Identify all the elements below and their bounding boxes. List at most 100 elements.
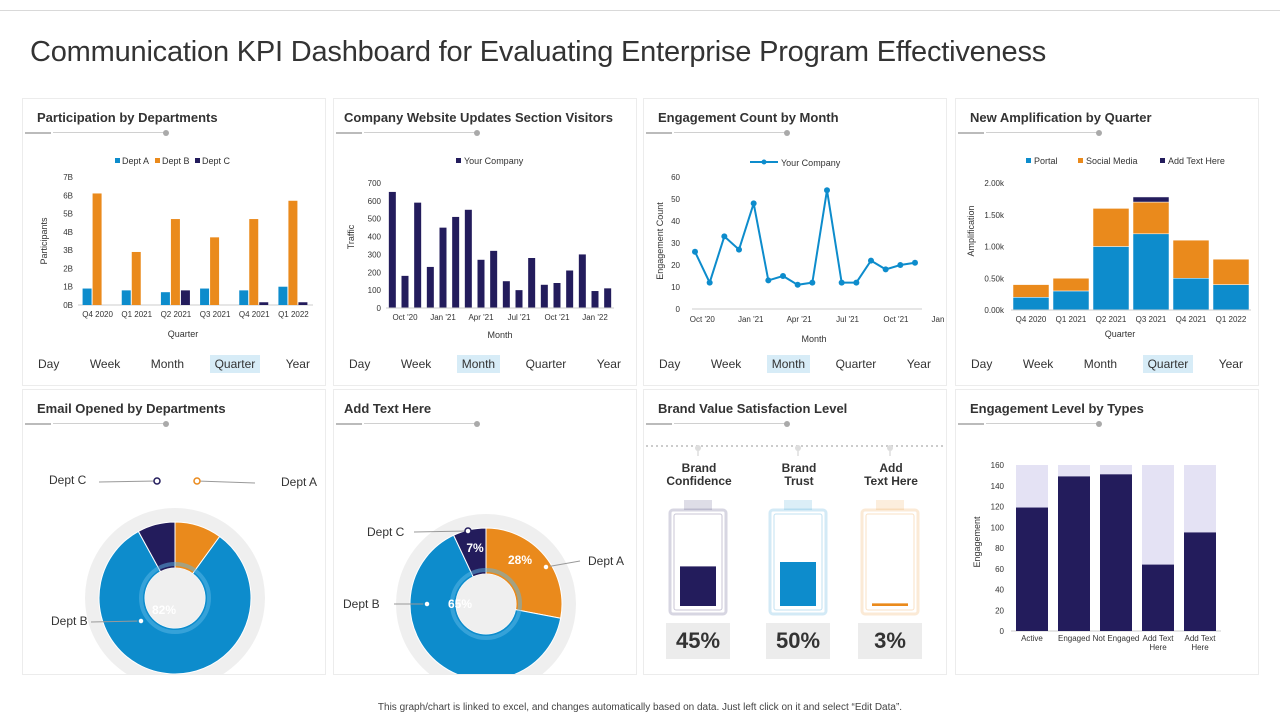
tab-week[interactable]: Week [400,357,432,371]
bar [414,202,422,308]
amplification-chart[interactable]: Portal Social Media Add Text Here 0.00k 0.50… [956,145,1258,345]
data-point [882,266,889,273]
y-tick-label: 0 [1000,627,1005,636]
legend-label: Portal [1034,156,1058,166]
bar [210,237,220,305]
footer-note: This graph/chart is linked to excel, and… [377,702,903,713]
engagement-types-chart[interactable]: 0 20 40 60 80 100 120 140 160 Active Engaged Not En… [956,434,1258,674]
tab-month[interactable]: Month [1083,357,1118,371]
card-title: Engagement Level by Types [970,401,1144,416]
x-tick-label: Oct '20 [392,313,418,322]
tab-year[interactable]: Year [285,357,310,371]
tab-month[interactable]: Month [150,357,185,371]
battery-body [768,508,828,616]
stacked-bar-segment [1012,284,1050,298]
bar [490,250,498,308]
tab-week[interactable]: Week [710,357,742,371]
bar [388,191,396,308]
battery-cap [684,500,712,510]
y-tick-label: 80 [995,544,1004,553]
x-tick-label: Jan '21 [738,315,764,324]
bar [426,266,434,308]
tab-day[interactable]: Day [971,357,993,371]
y-tick-label: 1.50k [984,211,1005,220]
card-title: Engagement Count by Month [658,110,839,125]
data-point [912,259,918,266]
card-title-rule [25,130,169,136]
y-axis-title: Engagement Count [655,202,665,280]
add-text-donut[interactable]: 28% Dept A 65% Dept B 7% Dept C [334,434,636,674]
leader-dot [193,477,201,485]
x-tick-label: Add Text [1143,634,1175,643]
decor-dot-orange [175,7,182,14]
legend-swatch [115,158,120,163]
stacked-bar-segment [1172,278,1210,311]
leader-line [413,530,469,533]
series-line [694,190,916,286]
tab-day[interactable]: Day [349,357,371,371]
participation-chart[interactable]: Dept A Dept B Dept C 0B 1B 2B 3B 4B 5B 6B 7B Q4 202… [23,145,325,345]
x-tick-label: Q1 2022 [278,310,309,319]
stacked-bar-segment [1092,208,1130,247]
y-tick-label: 3B [63,246,73,255]
y-tick-label: 5B [63,210,73,219]
bar [401,275,409,308]
legend-label: Your Company [781,158,841,168]
top-divider-line [0,10,1280,11]
battery-value-1: 45% [666,623,730,659]
tab-year[interactable]: Year [1218,357,1243,371]
x-tick-label: Oct '21 [544,313,570,322]
visitors-chart[interactable]: Your Company 0 100 200 300 400 500 600 700 Oct '2… [334,145,636,345]
legend-label: Dept C [202,156,231,166]
y-tick-label: 700 [368,179,382,188]
page-title: Communication KPI Dashboard for Evaluati… [30,36,1047,68]
data-point [897,262,904,268]
y-tick-label: 120 [991,503,1005,512]
tab-week[interactable]: Week [1022,357,1054,371]
stacked-bar-segment [1092,246,1130,311]
bar [249,219,259,305]
tab-quarter[interactable]: Quarter [835,357,877,371]
stacked-bar-segment [1212,258,1250,285]
y-tick-label: 30 [671,239,680,248]
x-tick-label: Q4 2020 [82,310,113,319]
y-tick-label: 100 [368,286,382,295]
decor-dot-navy [145,7,152,14]
y-tick-label: 60 [995,565,1004,574]
tab-quarter[interactable]: Quarter [209,355,261,373]
stacked-bar-segment [1132,201,1170,235]
bar [200,288,210,305]
leader-dot [153,477,161,485]
engagement-month-chart[interactable]: Your Company 0 10 20 30 40 50 60 Oct '20 Jan '21 A… [644,145,946,345]
tab-year[interactable]: Year [596,357,621,371]
card-title: Add Text Here [344,401,432,416]
bar [591,291,599,308]
tab-month[interactable]: Month [456,355,501,373]
x-tick-label: Not Engaged [1093,634,1140,643]
tab-month[interactable]: Month [766,355,811,373]
tab-week[interactable]: Week [89,357,121,371]
tab-day[interactable]: Day [38,357,60,371]
y-tick-label: 1B [63,283,73,292]
tab-day[interactable]: Day [659,357,681,371]
tab-quarter[interactable]: Quarter [1142,355,1194,373]
email-opened-donut[interactable]: 10% Dept A 82% Dept B 8% Dept C [23,434,325,674]
slice-label: Dept C [49,473,87,487]
x-tick-label: Engaged [1058,634,1090,643]
card-title-rule [336,421,480,427]
bar [121,290,131,305]
donut-inner-ring [139,562,211,634]
stacked-bar-segment [1052,290,1090,311]
tab-year[interactable]: Year [906,357,931,371]
x-axis-title: Month [487,330,512,340]
y-tick-label: 0 [377,304,382,313]
bar [502,281,510,308]
slice-percent-label: 82% [152,603,176,617]
legend-swatch [456,158,461,163]
data-point [765,277,772,284]
data-point [809,279,816,286]
y-tick-label: 0.50k [984,274,1005,283]
y-tick-label: 20 [995,606,1004,615]
tab-quarter[interactable]: Quarter [525,357,567,371]
legend-marker [761,159,767,165]
